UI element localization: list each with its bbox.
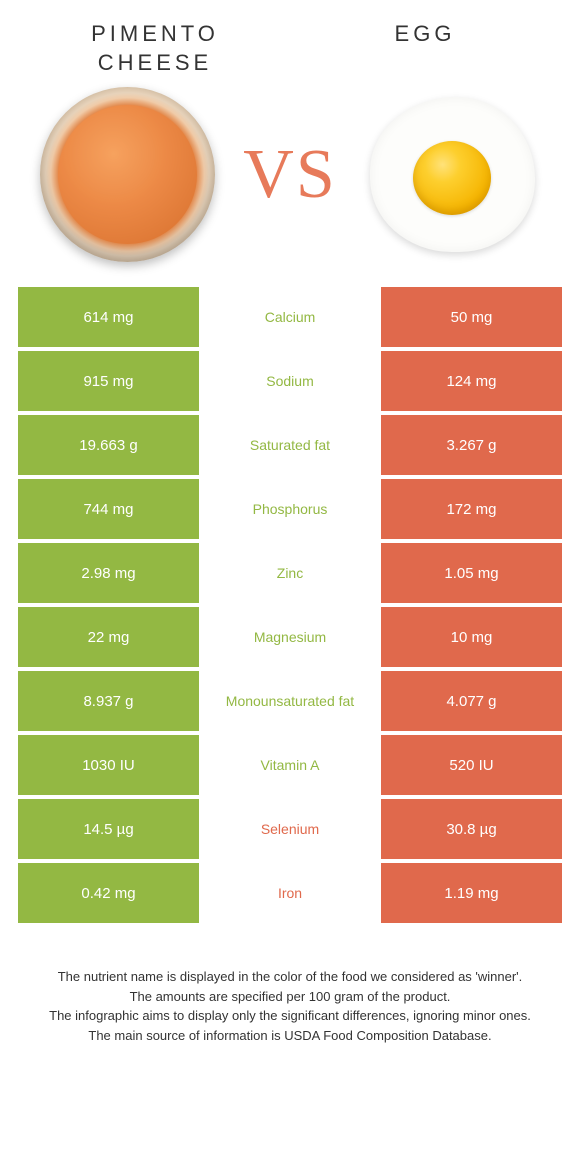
vs-label: VS xyxy=(243,135,336,215)
pimento-cheese-image xyxy=(40,87,215,262)
cell-nutrient: Zinc xyxy=(199,543,381,603)
cell-nutrient: Monounsaturated fat xyxy=(199,671,381,731)
footnote-line: The infographic aims to display only the… xyxy=(30,1006,550,1026)
table-row: 0.42 mgIron1.19 mg xyxy=(18,863,562,923)
cell-right: 124 mg xyxy=(381,351,562,411)
comparison-table: 614 mgCalcium50 mg915 mgSodium124 mg19.6… xyxy=(0,287,580,923)
cell-right: 520 IU xyxy=(381,735,562,795)
cell-nutrient: Saturated fat xyxy=(199,415,381,475)
table-row: 1030 IUVitamin A520 IU xyxy=(18,735,562,795)
title-left-line2: CHEESE xyxy=(98,50,212,75)
cell-right: 30.8 µg xyxy=(381,799,562,859)
table-row: 2.98 mgZinc1.05 mg xyxy=(18,543,562,603)
footnotes: The nutrient name is displayed in the co… xyxy=(0,927,580,1075)
header: PIMENTO CHEESE EGG xyxy=(0,0,580,77)
header-right: EGG xyxy=(290,20,560,49)
cell-left: 614 mg xyxy=(18,287,199,347)
cell-right: 3.267 g xyxy=(381,415,562,475)
cell-nutrient: Selenium xyxy=(199,799,381,859)
egg-yolk xyxy=(413,141,491,215)
table-row: 8.937 gMonounsaturated fat4.077 g xyxy=(18,671,562,731)
cell-nutrient: Magnesium xyxy=(199,607,381,667)
cell-right: 1.19 mg xyxy=(381,863,562,923)
image-left-slot xyxy=(20,87,235,262)
image-right-slot xyxy=(345,97,560,252)
cell-left: 2.98 mg xyxy=(18,543,199,603)
cell-nutrient: Vitamin A xyxy=(199,735,381,795)
cell-left: 14.5 µg xyxy=(18,799,199,859)
table-row: 19.663 gSaturated fat3.267 g xyxy=(18,415,562,475)
footnote-line: The nutrient name is displayed in the co… xyxy=(30,967,550,987)
table-row: 22 mgMagnesium10 mg xyxy=(18,607,562,667)
cell-left: 1030 IU xyxy=(18,735,199,795)
table-row: 614 mgCalcium50 mg xyxy=(18,287,562,347)
cell-left: 0.42 mg xyxy=(18,863,199,923)
cell-nutrient: Sodium xyxy=(199,351,381,411)
table-row: 915 mgSodium124 mg xyxy=(18,351,562,411)
title-left: PIMENTO CHEESE xyxy=(20,20,290,77)
title-left-line1: PIMENTO xyxy=(91,21,219,46)
cell-left: 915 mg xyxy=(18,351,199,411)
footnote-line: The amounts are specified per 100 gram o… xyxy=(30,987,550,1007)
cell-nutrient: Calcium xyxy=(199,287,381,347)
cell-left: 22 mg xyxy=(18,607,199,667)
header-left: PIMENTO CHEESE xyxy=(20,20,290,77)
cell-nutrient: Iron xyxy=(199,863,381,923)
footnote-line: The main source of information is USDA F… xyxy=(30,1026,550,1046)
cell-right: 50 mg xyxy=(381,287,562,347)
images-row: VS xyxy=(0,77,580,287)
cell-right: 10 mg xyxy=(381,607,562,667)
cell-right: 1.05 mg xyxy=(381,543,562,603)
table-row: 744 mgPhosphorus172 mg xyxy=(18,479,562,539)
cell-left: 744 mg xyxy=(18,479,199,539)
cell-left: 8.937 g xyxy=(18,671,199,731)
cell-left: 19.663 g xyxy=(18,415,199,475)
egg-image xyxy=(370,97,535,252)
table-row: 14.5 µgSelenium30.8 µg xyxy=(18,799,562,859)
cell-right: 172 mg xyxy=(381,479,562,539)
title-right: EGG xyxy=(290,20,560,49)
cell-right: 4.077 g xyxy=(381,671,562,731)
cell-nutrient: Phosphorus xyxy=(199,479,381,539)
